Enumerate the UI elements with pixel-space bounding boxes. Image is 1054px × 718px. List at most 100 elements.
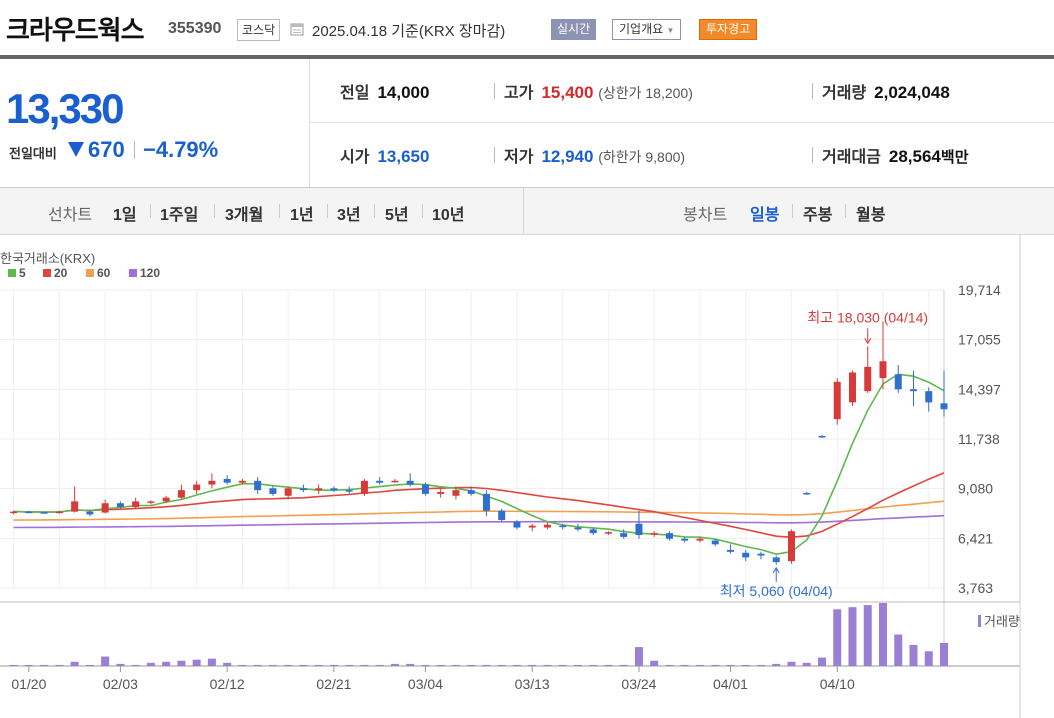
period-monthly[interactable]: 월봉 <box>856 207 886 224</box>
period-1y[interactable]: 1년 <box>290 207 314 224</box>
ma-legend: 5 20 60 120 <box>8 266 160 280</box>
open-cell: 시가 13,650 <box>340 143 429 167</box>
volume-bar <box>589 664 598 666</box>
volume-bar <box>467 664 476 666</box>
y-tick-label: 14,397 <box>958 381 1001 397</box>
cell-separator <box>812 147 813 163</box>
prev-close-label: 전일 <box>340 85 370 102</box>
volume-bar <box>512 664 521 666</box>
volume-bar <box>726 664 735 666</box>
volume-bar <box>177 660 186 666</box>
open-label: 시가 <box>340 149 370 166</box>
volume-bar <box>375 664 384 666</box>
candle-body <box>315 488 323 491</box>
calendar-icon <box>290 23 304 36</box>
change-percent: −4.79% <box>143 137 219 162</box>
candle-body <box>452 490 460 496</box>
current-price-box: 13,330 전일대비 670 −4.79% <box>0 59 310 187</box>
period-daily[interactable]: 일봉 <box>750 207 780 224</box>
change-label: 전일대비 <box>9 146 57 161</box>
candle-body <box>208 480 216 485</box>
x-tick-label: 01/20 <box>11 676 46 692</box>
period-10y[interactable]: 10년 <box>432 207 465 224</box>
volume-bar <box>406 663 415 666</box>
volume-bar <box>711 664 720 666</box>
period-1w[interactable]: 1주일 <box>160 207 199 224</box>
candle-body <box>589 529 597 534</box>
period-weekly[interactable]: 주봉 <box>803 207 833 224</box>
candle-body <box>543 524 551 528</box>
company-overview-button[interactable]: 기업개요 ▼ <box>612 19 682 40</box>
period-separator <box>792 204 793 218</box>
candle-body <box>116 503 124 507</box>
candle-body <box>86 511 94 515</box>
candle-body <box>696 538 704 541</box>
volume-bar <box>604 664 613 666</box>
period-separator <box>279 204 280 218</box>
period-1d[interactable]: 1일 <box>113 207 137 224</box>
volume-bar <box>482 664 491 666</box>
period-separator <box>422 204 423 218</box>
ma-line-60 <box>13 500 945 521</box>
moving-average-lines <box>13 373 945 556</box>
investment-warning-badge[interactable]: 투자경고 <box>699 19 758 40</box>
daily-candle-chart[interactable]: 한국거래소(KRX) 5 20 60 120 19,714 17,055 14,397 11… <box>0 235 1054 718</box>
volume-bar <box>894 634 903 666</box>
down-triangle-icon <box>68 142 84 157</box>
amount-unit: 백만 <box>940 149 969 166</box>
volume-bar <box>665 664 674 666</box>
volume-bar <box>817 657 826 666</box>
open-value: 13,650 <box>377 147 430 166</box>
period-3m[interactable]: 3개월 <box>225 207 264 224</box>
lower-limit: (하한가 9,800) <box>598 149 686 165</box>
line-chart-label: 선차트 <box>48 207 93 224</box>
period-separator <box>150 204 151 218</box>
volume-bar <box>772 663 781 666</box>
base-date: 2025.04.18 기준(KRX 장마감) <box>312 23 506 40</box>
volume-bar <box>116 663 125 666</box>
y-tick-label: 9,080 <box>958 481 993 497</box>
candle-body <box>421 484 429 494</box>
candle-body <box>726 549 734 552</box>
volume-bar <box>650 660 659 666</box>
upper-limit: (상한가 18,200) <box>598 85 693 101</box>
low-arrow-head <box>772 566 780 574</box>
x-tick-label: 03/24 <box>621 676 656 692</box>
volume-legend-swatch <box>978 615 981 627</box>
ma-line-120 <box>13 514 945 529</box>
volume-bar <box>299 664 308 666</box>
volume-bar <box>268 664 277 666</box>
high-cell: 고가 15,400 (상한가 18,200) <box>504 79 693 103</box>
candle-body <box>391 480 399 483</box>
y-tick-label: 17,055 <box>958 332 1001 348</box>
cell-separator <box>494 147 495 163</box>
candle-body <box>818 435 826 438</box>
y-tick-label: 6,421 <box>958 530 993 546</box>
candle-body <box>284 488 292 496</box>
volume-bar <box>558 664 567 666</box>
x-axis: 01/20 02/03 02/12 02/21 03/04 03/13 03/24 04/01… <box>11 666 855 692</box>
candles <box>10 321 948 565</box>
candle-body <box>833 381 841 420</box>
prev-close-cell: 전일 14,000 <box>340 79 429 103</box>
period-3y[interactable]: 3년 <box>337 207 361 224</box>
period-separator <box>214 204 215 218</box>
dropdown-arrow-icon: ▼ <box>666 26 675 35</box>
realtime-button[interactable]: 실시간 <box>551 19 597 40</box>
volume-bar <box>756 664 765 666</box>
period-bar-divider <box>523 188 524 234</box>
volume-bar <box>131 664 140 666</box>
ma-legend-swatch <box>8 269 16 277</box>
volume-bar <box>802 662 811 666</box>
volume-bar <box>619 664 628 666</box>
ma-legend-swatch <box>43 269 51 277</box>
volume-bar <box>207 658 216 666</box>
period-separator <box>374 204 375 218</box>
cell-separator <box>812 83 813 99</box>
volume-bar <box>24 664 33 666</box>
candle-body <box>498 510 506 521</box>
y-tick-label: 11,738 <box>958 431 1000 447</box>
volume-bar <box>878 603 887 666</box>
ma-legend-label: 5 <box>19 266 26 280</box>
period-5y[interactable]: 5년 <box>385 207 409 224</box>
